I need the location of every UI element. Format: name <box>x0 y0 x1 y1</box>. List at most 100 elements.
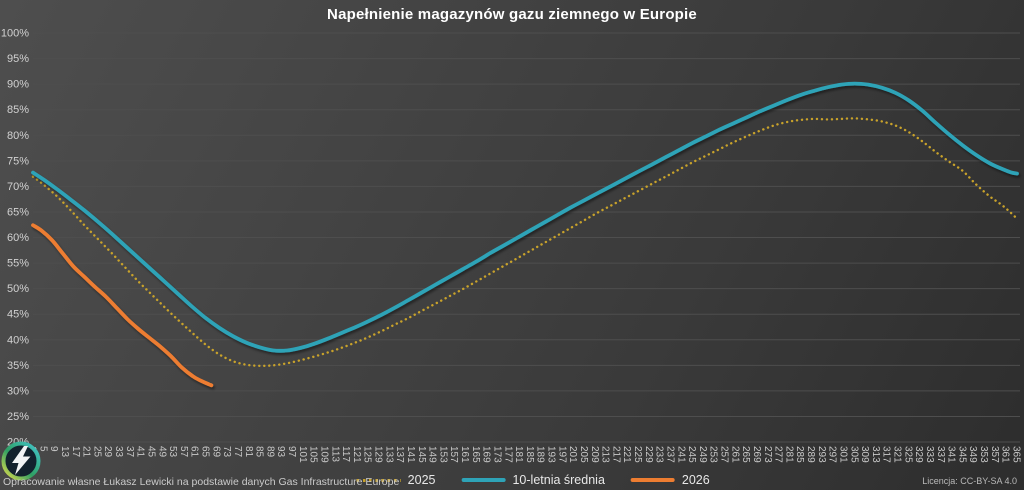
legend-item-10yr-average: 10-letnia średnia <box>461 473 605 487</box>
x-tick-label: 49 <box>156 446 167 458</box>
x-tick-label: 5 <box>37 446 48 452</box>
x-tick-label: 113 <box>329 446 340 462</box>
y-tick-label: 100% <box>1 28 29 40</box>
x-tick-label: 189 <box>535 446 546 463</box>
x-tick-label: 145 <box>416 446 427 463</box>
x-tick-label: 89 <box>264 446 275 458</box>
x-tick-label: 205 <box>578 446 589 463</box>
x-tick-label: 25 <box>91 446 102 458</box>
x-tick-label: 289 <box>805 446 816 463</box>
x-tick-label: 225 <box>632 446 643 463</box>
x-tick-label: 149 <box>427 446 438 463</box>
x-tick-label: 209 <box>589 446 600 463</box>
x-tick-label: 233 <box>654 446 665 463</box>
x-tick-label: 357 <box>989 446 1000 463</box>
x-tick-label: 61 <box>189 446 200 458</box>
x-tick-label: 273 <box>762 446 773 463</box>
x-tick-label: 153 <box>437 446 448 463</box>
x-tick-label: 241 <box>675 446 686 463</box>
x-tick-label: 197 <box>556 446 567 463</box>
x-tick-label: 169 <box>481 446 492 463</box>
x-tick-label: 57 <box>178 446 189 458</box>
lightning-logo <box>1 441 41 481</box>
y-tick-label: 90% <box>7 79 29 91</box>
x-tick-label: 309 <box>859 446 870 463</box>
y-tick-label: 35% <box>7 360 29 372</box>
x-tick-label: 297 <box>827 446 838 463</box>
x-tick-label: 29 <box>102 446 113 458</box>
series-line-2026 <box>31 223 214 388</box>
x-tick-label: 53 <box>167 446 178 458</box>
x-tick-label: 181 <box>513 446 524 463</box>
y-tick-label: 80% <box>7 130 29 142</box>
x-tick-label: 141 <box>405 446 416 463</box>
x-tick-label: 193 <box>546 446 557 463</box>
y-tick-label: 40% <box>7 334 29 346</box>
x-tick-label: 305 <box>848 446 859 463</box>
x-tick-label: 45 <box>145 446 156 458</box>
x-tick-label: 133 <box>383 446 394 463</box>
x-tick-label: 229 <box>643 446 654 463</box>
x-tick-label: 125 <box>362 446 373 463</box>
x-tick-label: 21 <box>81 446 92 458</box>
y-tick-label: 65% <box>7 206 29 218</box>
chart-title: Napełnienie magazynów gazu ziemnego w Eu… <box>327 6 697 23</box>
x-tick-label: 341 <box>946 446 957 463</box>
lightning-bolt-icon <box>12 446 31 475</box>
x-tick-label: 173 <box>491 446 502 463</box>
x-tick-label: 249 <box>697 446 708 463</box>
x-tick-label: 333 <box>924 446 935 463</box>
x-tick-label: 361 <box>1000 446 1011 463</box>
chart-legend: 2025 10-letnia średnia 2026 <box>356 473 710 487</box>
y-tick-label: 55% <box>7 258 29 270</box>
x-tick-label: 265 <box>740 446 751 463</box>
x-tick-label: 101 <box>297 446 308 463</box>
x-tick-label: 337 <box>935 446 946 463</box>
y-tick-label: 45% <box>7 309 29 321</box>
x-tick-label: 109 <box>318 446 329 463</box>
y-tick-label: 25% <box>7 411 29 423</box>
x-tick-label: 313 <box>870 446 881 463</box>
x-tick-label: 253 <box>708 446 719 463</box>
x-tick-label: 281 <box>783 446 794 463</box>
attribution-text: Opracowanie własne Łukasz Lewicki na pod… <box>3 476 400 488</box>
x-tick-label: 245 <box>686 446 697 463</box>
x-tick-label: 73 <box>221 446 232 458</box>
x-tick-label: 13 <box>59 446 70 458</box>
x-tick-label: 221 <box>621 446 632 463</box>
x-tick-label: 353 <box>978 446 989 463</box>
x-tick-label: 121 <box>351 446 362 463</box>
x-tick-label: 293 <box>816 446 827 463</box>
x-tick-label: 285 <box>794 446 805 463</box>
x-tick-label: 237 <box>664 446 675 463</box>
legend-swatch-2025 <box>356 478 401 482</box>
license-text: Licencja: CC-BY-SA 4.0 <box>922 476 1017 486</box>
x-tick-label: 349 <box>967 446 978 463</box>
x-tick-label: 81 <box>243 446 254 458</box>
x-tick-label: 261 <box>729 446 740 463</box>
x-tick-label: 105 <box>308 446 319 463</box>
x-tick-label: 41 <box>135 446 146 458</box>
x-tick-label: 301 <box>837 446 848 463</box>
x-tick-label: 277 <box>773 446 784 463</box>
x-tick-label: 161 <box>459 446 470 463</box>
x-tick-label: 325 <box>902 446 913 463</box>
x-tick-label: 9 <box>48 446 59 452</box>
y-tick-label: 75% <box>7 155 29 167</box>
x-tick-label: 329 <box>913 446 924 463</box>
x-tick-label: 129 <box>373 446 384 463</box>
y-tick-label: 50% <box>7 283 29 295</box>
x-tick-label: 269 <box>751 446 762 463</box>
x-tick-label: 257 <box>719 446 730 463</box>
x-tick-label: 345 <box>956 446 967 463</box>
x-tick-label: 117 <box>340 446 351 462</box>
x-tick-label: 69 <box>210 446 221 458</box>
x-tick-label: 37 <box>124 446 135 458</box>
legend-label-10yr-average: 10-letnia średnia <box>512 473 605 487</box>
legend-item-2025: 2025 <box>356 473 435 487</box>
legend-swatch-2026 <box>630 478 675 482</box>
series-line-10-letnia-średnia <box>31 81 1019 353</box>
y-tick-label: 60% <box>7 232 29 244</box>
